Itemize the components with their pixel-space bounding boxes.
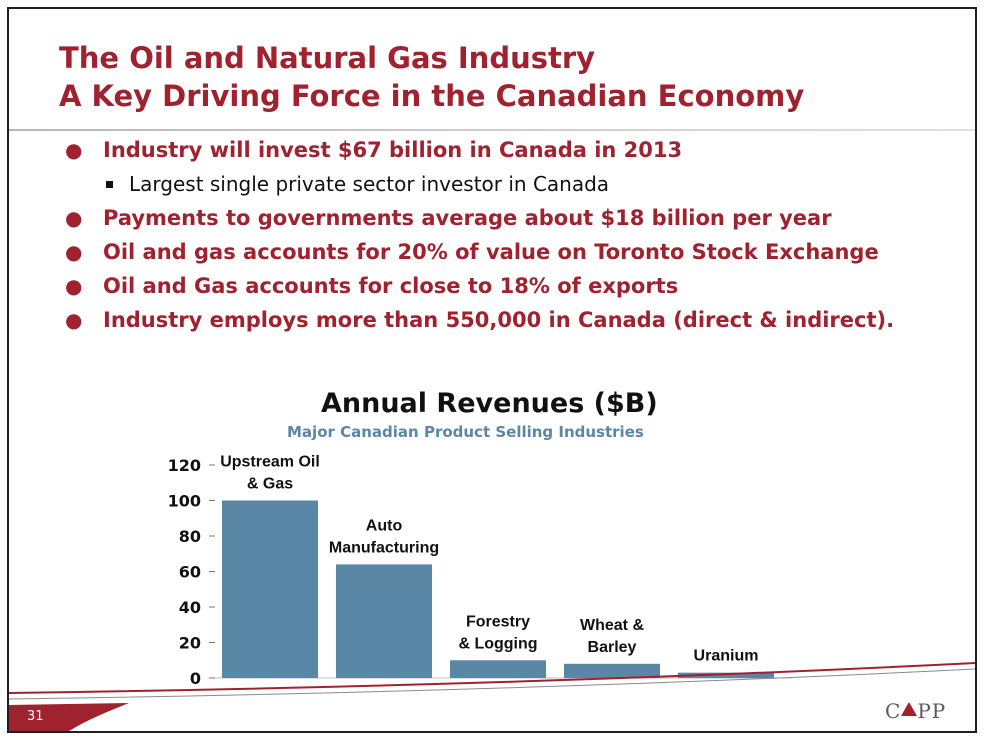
bar — [678, 672, 774, 678]
category-label: Barley — [588, 639, 637, 656]
bullet-text: Payments to governments average about $1… — [103, 206, 832, 230]
bullet-item: ● Oil and gas accounts for 20% of value o… — [61, 235, 894, 269]
bullet-dot-icon: ● — [65, 308, 83, 332]
title-line-2: A Key Driving Force in the Canadian Econ… — [59, 79, 805, 113]
logo-text-right: PP — [917, 699, 947, 723]
bullet-list: ● Industry will invest $67 billion in Can… — [61, 133, 894, 337]
bullet-dot-icon: ● — [65, 274, 83, 298]
bullet-item: ● Industry will invest $67 billion in Can… — [61, 133, 894, 167]
bar-chart: 0 20 40 60 80 100 120 Upstream Oil & Gas Auto Manu… — [168, 454, 792, 688]
y-tick-label: 80 — [179, 527, 201, 546]
capp-logo: C PP — [885, 699, 946, 723]
bar — [336, 564, 432, 678]
bullet-dot-icon: ● — [65, 138, 83, 162]
slide-title: The Oil and Natural Gas Industry A Key D… — [59, 39, 804, 115]
category-label: Forestry — [466, 613, 530, 630]
footer-swoosh — [9, 662, 975, 731]
bullet-text: Industry will invest $67 billion in Cana… — [103, 138, 683, 162]
bar — [450, 660, 546, 678]
category-label: Wheat & — [580, 617, 644, 634]
y-tick-label: 40 — [179, 598, 201, 617]
square-bullet-icon — [106, 181, 113, 188]
category-label: Auto — [366, 517, 403, 534]
bar — [564, 663, 660, 678]
bullet-item: ● Industry employs more than 550,000 in C… — [61, 303, 894, 337]
y-tick-label: 20 — [179, 634, 201, 653]
category-label: Upstream Oil — [220, 454, 320, 471]
bullet-item: ● Payments to governments average about $… — [61, 201, 894, 235]
category-label: & Logging — [458, 635, 537, 652]
chart-subtitle: Major Canadian Product Selling Industrie… — [287, 423, 644, 441]
bullet-dot-icon: ● — [65, 206, 83, 230]
category-label: Uranium — [694, 648, 759, 665]
y-tick-label: 0 — [190, 669, 201, 688]
category-label: & Gas — [247, 476, 293, 493]
y-tick-label: 100 — [168, 492, 201, 511]
bullet-text: Oil and gas accounts for 20% of value on… — [103, 240, 879, 264]
y-tick-label: 120 — [168, 456, 201, 475]
maple-leaf-icon — [901, 702, 918, 716]
chart-title: Annual Revenues ($B) — [321, 388, 658, 419]
bullet-text: Industry employs more than 550,000 in Ca… — [103, 308, 895, 332]
slide: The Oil and Natural Gas Industry A Key D… — [7, 7, 977, 733]
logo-text-left: C — [885, 699, 902, 723]
sub-bullet-text: Largest single private sector investor i… — [129, 172, 610, 196]
sub-bullet-item: Largest single private sector investor i… — [61, 167, 894, 201]
bullet-text: Oil and Gas accounts for close to 18% of… — [103, 274, 679, 298]
category-label: Manufacturing — [329, 539, 439, 556]
title-divider — [9, 129, 975, 131]
page-number: 31 — [27, 709, 44, 724]
y-tick-label: 60 — [179, 563, 201, 582]
bar — [222, 500, 318, 678]
bullet-dot-icon: ● — [65, 240, 83, 264]
bullet-item: ● Oil and Gas accounts for close to 18% o… — [61, 269, 894, 303]
title-line-1: The Oil and Natural Gas Industry — [59, 41, 596, 75]
